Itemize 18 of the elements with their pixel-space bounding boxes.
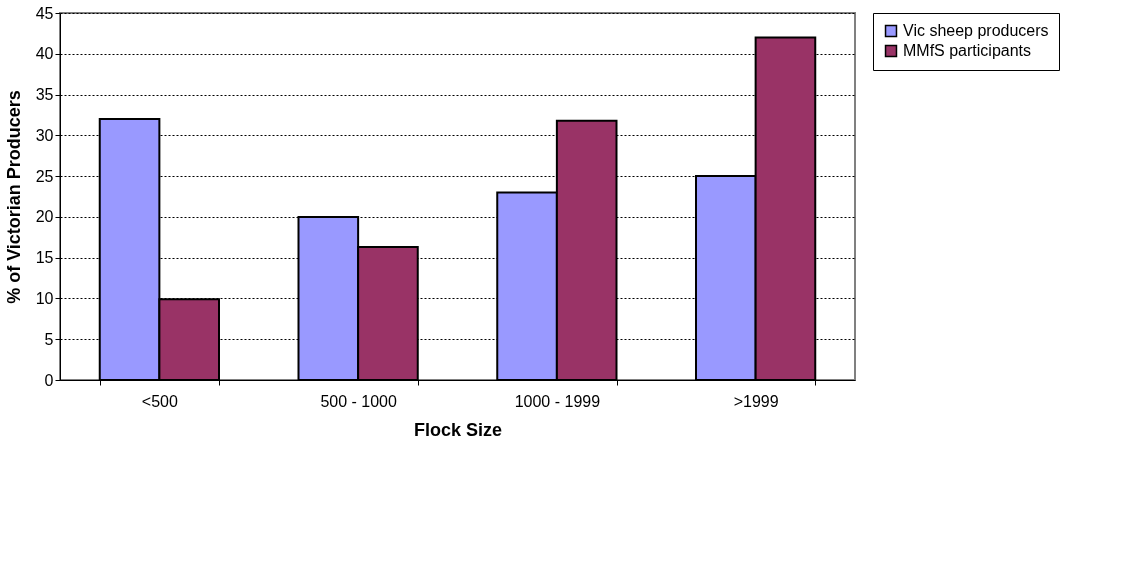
x-tick-label: 1000 - 1999 [514, 392, 601, 410]
y-tick-label: 5 [44, 330, 54, 348]
y-tick-label: 20 [35, 208, 54, 226]
legend-label: MMfS participants [903, 42, 1032, 59]
legend-label: Vic sheep producers [903, 22, 1049, 39]
y-tick-label: 30 [35, 126, 54, 144]
y-tick-label: 40 [35, 45, 54, 63]
y-tick-label: 10 [35, 289, 54, 307]
y-tick-label: 45 [35, 4, 54, 22]
y-axis-title: % of Victorian Producers [3, 90, 24, 304]
x-axis-title: Flock Size [413, 419, 503, 440]
y-tick-label: 15 [35, 249, 54, 267]
x-tick-label: <500 [141, 392, 178, 410]
x-tick-label: >1999 [733, 392, 779, 410]
y-tick-label: 35 [35, 86, 54, 104]
y-tick-label: 0 [44, 371, 54, 389]
y-tick-label: 25 [35, 167, 54, 185]
x-tick-label: 500 - 1000 [320, 392, 397, 410]
